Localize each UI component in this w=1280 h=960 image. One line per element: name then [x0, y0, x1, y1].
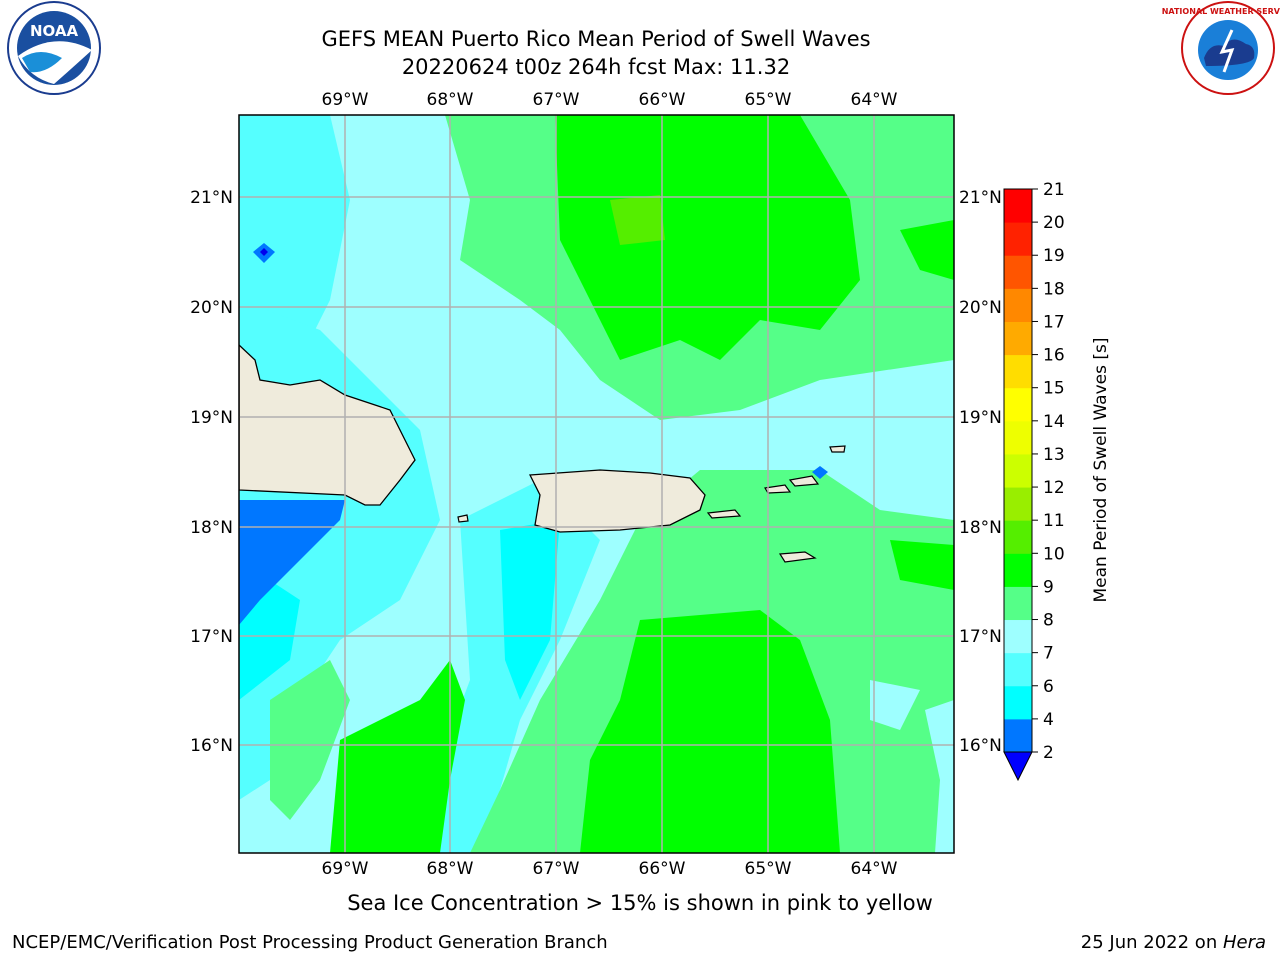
colorbar-tick-label: 18 [1043, 279, 1065, 299]
nws-logo: NATIONAL WEATHER SERVICE [1162, 1, 1280, 95]
colorbar-tick-label: 20 [1043, 213, 1065, 233]
colorbar: 2 4 6 7 8 9 10 11 12 13 14 15 16 17 18 19 20 21 [1003, 180, 1065, 782]
lon-labels-bottom: 69°W 68°W 67°W 66°W 65°W 64°W [322, 859, 898, 879]
colorbar-tick-label: 19 [1043, 246, 1065, 266]
svg-text:NATIONAL WEATHER SERVICE: NATIONAL WEATHER SERVICE [1162, 7, 1280, 16]
lon-label: 66°W [639, 859, 686, 879]
colorbar-segment [1004, 453, 1032, 488]
colorbar-tick-label: 15 [1043, 379, 1065, 399]
lon-label: 65°W [745, 90, 792, 110]
lon-label: 68°W [427, 859, 474, 879]
colorbar-segment [1004, 652, 1032, 687]
lat-labels-left: 21°N 20°N 19°N 18°N 17°N 16°N [190, 188, 233, 756]
lon-label: 66°W [639, 90, 686, 110]
colorbar-tick-label: 9 [1043, 577, 1054, 597]
chart-subtitle: 20220624 t00z 264h fcst Max: 11.32 [401, 55, 791, 79]
lat-label: 17°N [959, 627, 1002, 647]
lon-label: 64°W [851, 859, 898, 879]
colorbar-tick-label: 10 [1043, 544, 1065, 564]
lon-label: 69°W [322, 859, 369, 879]
colorbar-tick-label: 17 [1043, 312, 1065, 332]
colorbar-segment [1004, 321, 1032, 356]
colorbar-tick-label: 21 [1043, 180, 1065, 200]
map-frame [238, 114, 955, 854]
lat-label: 16°N [959, 736, 1002, 756]
lon-label: 67°W [533, 90, 580, 110]
noaa-logo: NOAA [7, 1, 101, 95]
colorbar-tick-label: 11 [1043, 511, 1065, 531]
footer-date-text: 25 Jun 2022 on [1080, 932, 1223, 953]
lat-label: 21°N [190, 188, 233, 208]
colorbar-segment [1004, 520, 1032, 554]
lon-label: 64°W [851, 90, 898, 110]
colorbar-tick-label: 2 [1043, 743, 1054, 763]
lat-label: 18°N [959, 518, 1002, 538]
colorbar-tick-label: 12 [1043, 478, 1065, 498]
colorbar-segment [1004, 685, 1032, 720]
colorbar-tick-label: 4 [1043, 710, 1054, 730]
colorbar-under-arrow [1003, 751, 1033, 782]
colorbar-frame [1003, 188, 1033, 753]
sea-ice-note: Sea Ice Concentration > 15% is shown in … [347, 891, 933, 915]
colorbar-label: Mean Period of Swell Waves [s] [1091, 338, 1111, 603]
colorbar-segment [1004, 487, 1032, 521]
colorbar-tick-label: 8 [1043, 611, 1054, 631]
lon-label: 68°W [427, 90, 474, 110]
lat-label: 19°N [190, 408, 233, 428]
colorbar-segment [1004, 553, 1032, 587]
colorbar-segment [1004, 255, 1032, 289]
colorbar-segment [1004, 354, 1032, 389]
lat-label: 20°N [190, 298, 233, 318]
lon-labels-top: 69°W 68°W 67°W 66°W 65°W 64°W [322, 90, 898, 110]
colorbar-tick-label: 14 [1043, 412, 1065, 432]
colorbar-tick-label: 13 [1043, 445, 1065, 465]
footer-host: Hera [1222, 932, 1266, 953]
colorbar-tick-label: 7 [1043, 644, 1054, 664]
footer-credit: NCEP/EMC/Verification Post Processing Pr… [12, 932, 608, 953]
footer-date: 25 Jun 2022 on Hera [1081, 932, 1266, 953]
colorbar-tick-label: 16 [1043, 346, 1065, 366]
colorbar-segment [1004, 619, 1032, 654]
lat-label: 19°N [959, 408, 1002, 428]
map-grid [239, 115, 954, 853]
noaa-logo-text: NOAA [30, 22, 79, 40]
lat-label: 17°N [190, 627, 233, 647]
lat-labels-right: 21°N 20°N 19°N 18°N 17°N 16°N [959, 188, 1002, 756]
lon-label: 67°W [533, 859, 580, 879]
colorbar-segment [1004, 420, 1032, 455]
colorbar-segment [1004, 222, 1032, 256]
swell-period-field [239, 115, 954, 853]
colorbar-segment [1004, 718, 1032, 753]
colorbar-segment [1004, 586, 1032, 621]
colorbar-segment [1004, 189, 1032, 223]
lat-label: 21°N [959, 188, 1002, 208]
lon-label: 69°W [322, 90, 369, 110]
lat-label: 20°N [959, 298, 1002, 318]
colorbar-tick-label: 6 [1043, 677, 1054, 697]
lon-label: 65°W [745, 859, 792, 879]
lat-label: 16°N [190, 736, 233, 756]
colorbar-segment [1004, 288, 1032, 322]
colorbar-segment [1004, 387, 1032, 422]
chart-title: GEFS MEAN Puerto Rico Mean Period of Swe… [321, 27, 871, 51]
lat-label: 18°N [190, 518, 233, 538]
